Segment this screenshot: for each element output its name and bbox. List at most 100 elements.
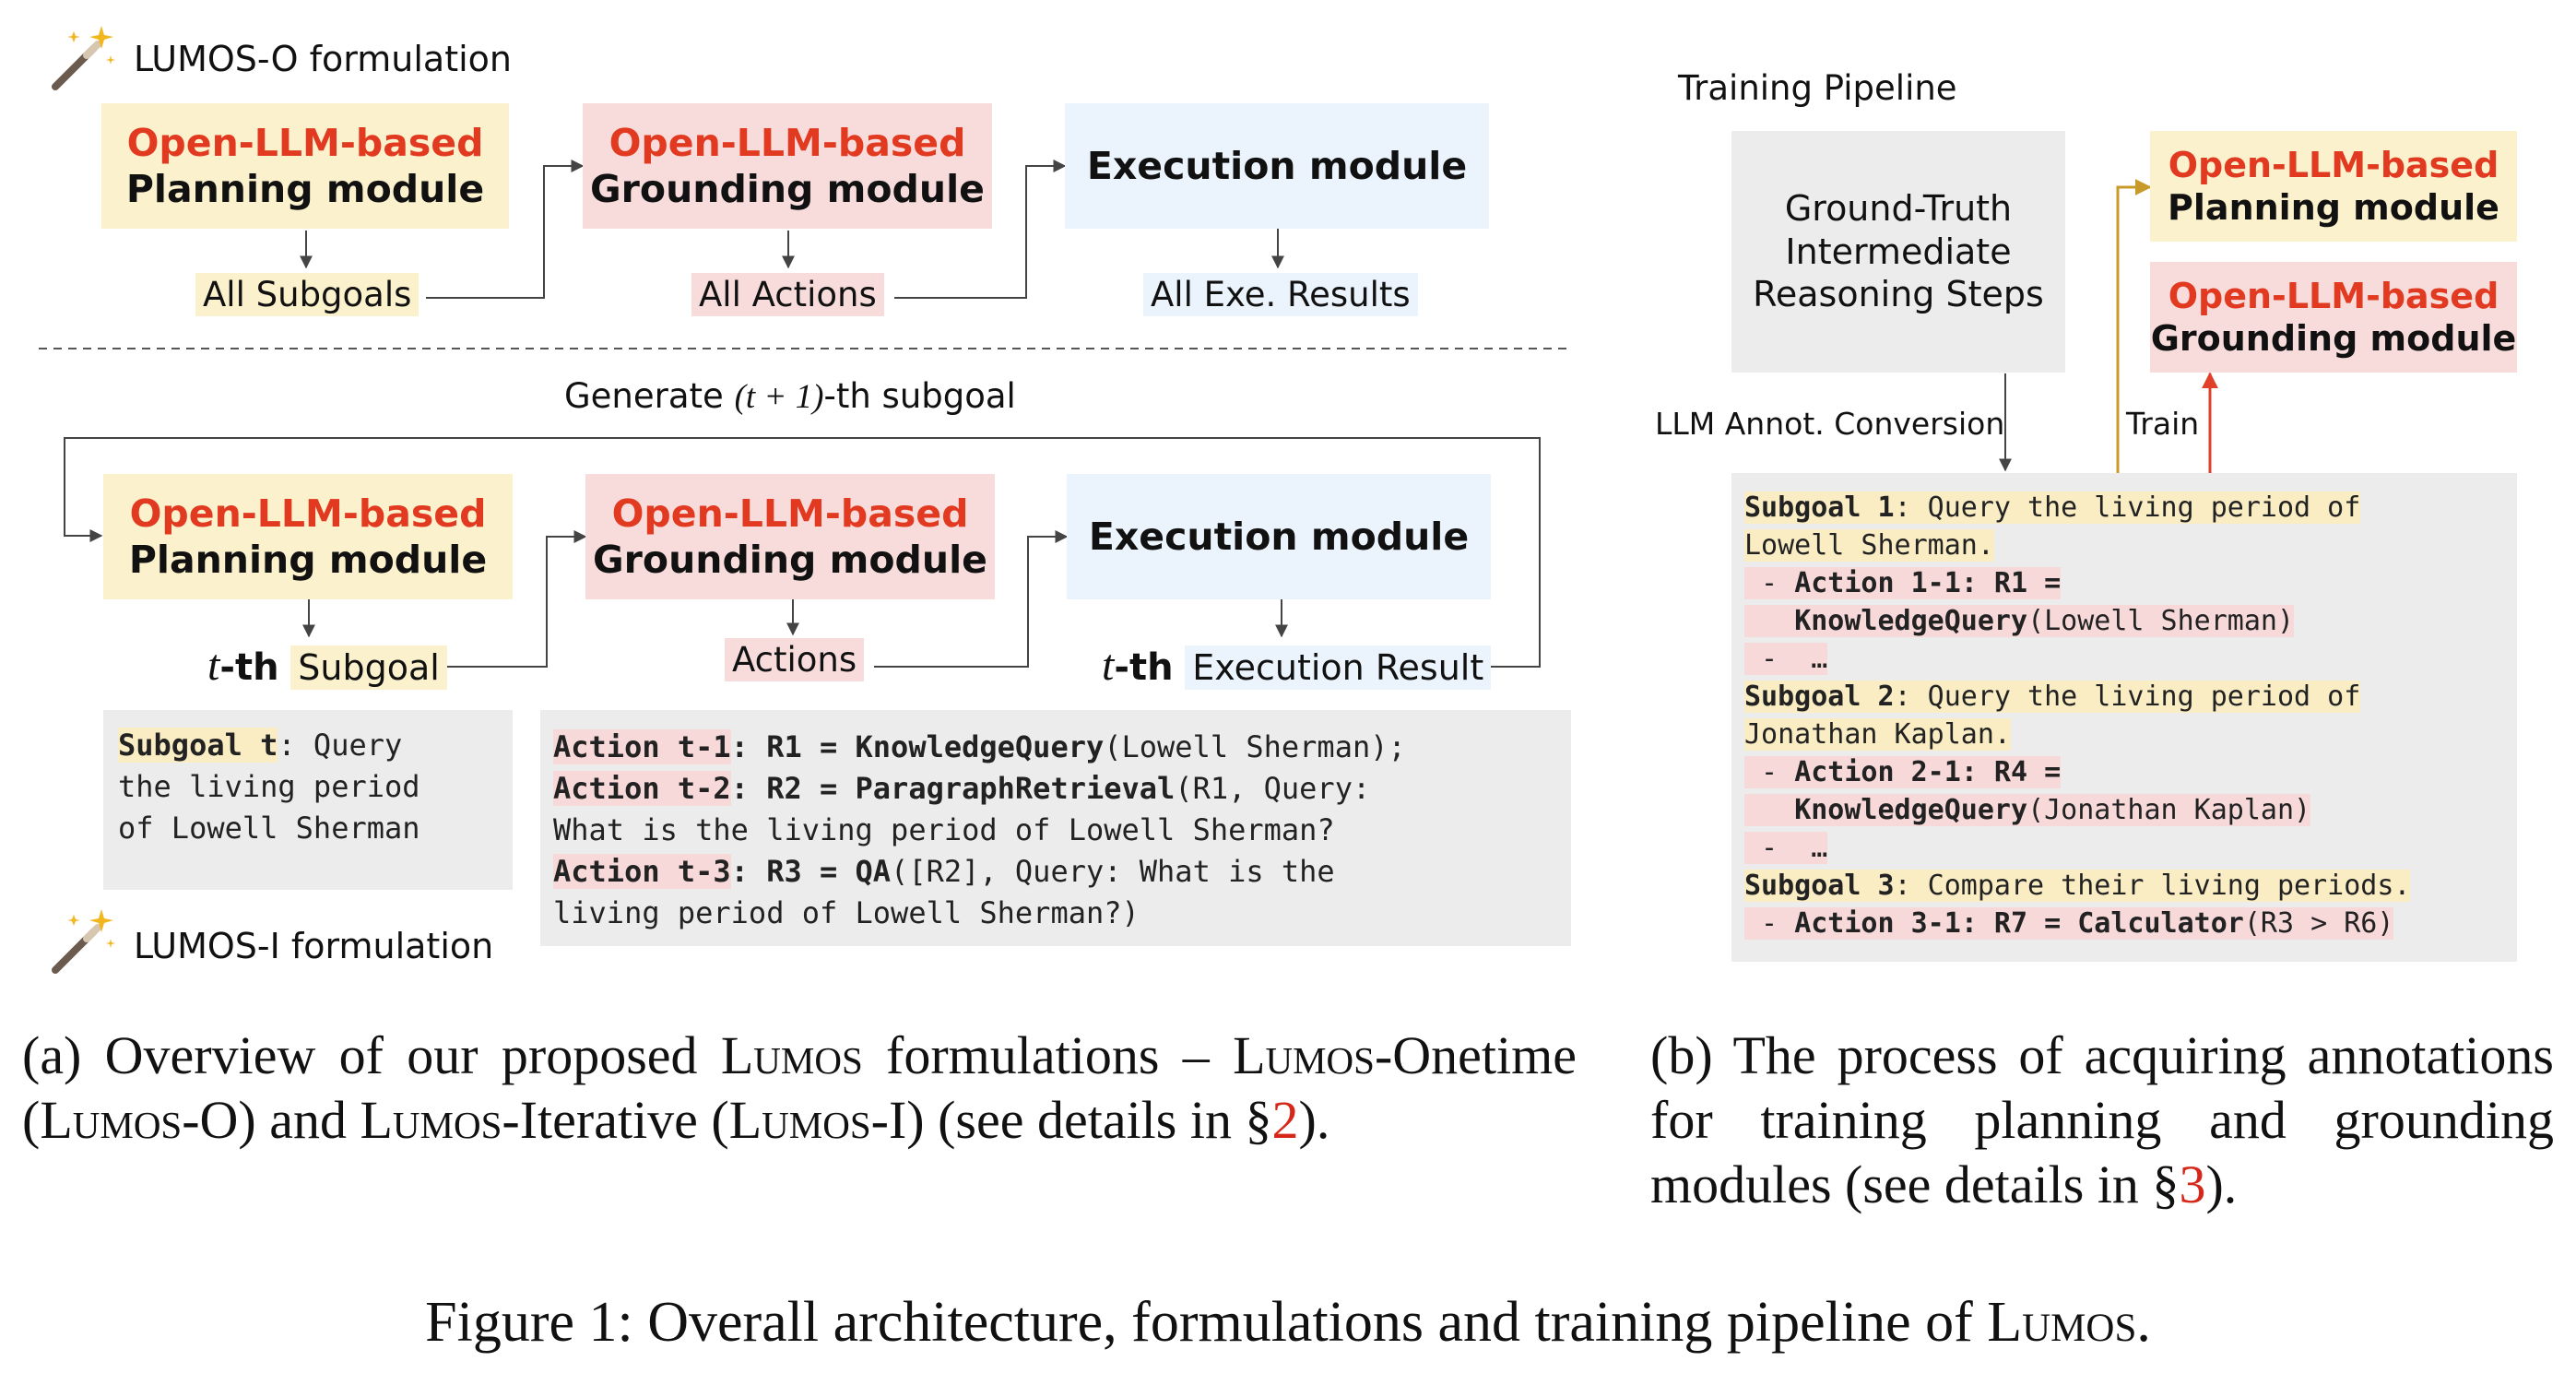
actions-example-text: Action t-1: R1 = KnowledgeQuery(Lowell S… — [553, 727, 1406, 934]
t-th-suffix-2: -th — [1114, 646, 1174, 689]
caption-b-text: (b) The process of acquiring annotations… — [1650, 1025, 2554, 1214]
action-t2-line2: What is the living period of Lowell Sher… — [553, 812, 1335, 847]
generate-math: (t + 1) — [734, 378, 824, 416]
caption-a-mid5: -I) (see details in § — [870, 1090, 1272, 1150]
conversion-label: LLM Annot. Conversion — [1655, 406, 2005, 442]
magic-wand-icon — [46, 20, 120, 94]
action-t3-fn: QA — [855, 854, 892, 889]
lumos-o-title: LUMOS-O formulation — [134, 39, 512, 79]
action-t3-args: ([R2], Query: What is the — [891, 854, 1335, 889]
subgoal-2-text: : Query the living period of — [1894, 681, 2361, 713]
action-2-1-fn: KnowledgeQuery — [1794, 794, 2028, 826]
planning-module-train: Open-LLM-based Planning module — [2150, 131, 2517, 242]
arrow-subgoal-t-to-grounding — [438, 530, 587, 668]
lumos-name: Lumos — [1987, 1291, 2137, 1354]
lumos-name: Lumos — [360, 1090, 502, 1150]
ellipsis-2: … — [1811, 832, 1828, 864]
action-t1-fn: KnowledgeQuery — [855, 729, 1105, 764]
action-2-1-head: Action 2-1 — [1794, 756, 1961, 788]
action-t3-mid: : R3 = — [730, 854, 856, 889]
generate-suffix: -th subgoal — [823, 376, 1016, 416]
execution-result-word: Execution Result — [1185, 645, 1492, 690]
planning-module-train-line1: Open-LLM-based — [2168, 144, 2499, 185]
planning-module-i-line1: Open-LLM-based — [129, 491, 487, 536]
caption-a-mid3: -O) and — [182, 1090, 360, 1150]
caption-a-mid2: -Onetime ( — [22, 1025, 1577, 1150]
lumos-name: Lumos — [40, 1090, 183, 1150]
subgoal-t-rest: : Query — [278, 728, 403, 763]
all-subgoals-label: All Subgoals — [195, 273, 419, 316]
action-t2-fn: ParagraphRetrieval — [855, 771, 1176, 806]
ground-truth-line2: Intermediate — [1785, 231, 2012, 272]
grounding-module-o: Open-LLM-based Grounding module — [583, 103, 992, 229]
section-ref-2[interactable]: 2 — [1271, 1090, 1299, 1150]
all-actions-label: All Actions — [691, 273, 884, 316]
planning-module-i: Open-LLM-based Planning module — [103, 474, 513, 599]
generate-next-subgoal-label: Generate (t + 1)-th subgoal — [564, 376, 1016, 417]
grounding-module-train: Open-LLM-based Grounding module — [2150, 262, 2517, 373]
t-variable: t — [207, 641, 220, 690]
grounding-module-o-line1: Open-LLM-based — [609, 120, 966, 165]
t-th-subgoal-label: t-th Subgoal — [207, 640, 447, 691]
subgoal-1-head: Subgoal 1 — [1744, 491, 1895, 524]
planning-module-i-line2: Planning module — [128, 538, 488, 582]
action-t2-args: (R1, Query: — [1175, 771, 1371, 806]
t-variable-2: t — [1102, 641, 1115, 690]
action-t2-head: Action t-2 — [553, 771, 731, 806]
subgoal-1-line2: Lowell Sherman. — [1744, 529, 1994, 562]
training-pipeline-title: Training Pipeline — [1678, 68, 1957, 108]
planning-module-train-line2: Planning module — [2168, 187, 2499, 228]
figure-caption-end: . — [2136, 1291, 2151, 1354]
grounding-module-o-line2: Grounding module — [590, 167, 985, 211]
grounding-module-train-line2: Grounding module — [2150, 318, 2517, 359]
action-1-1-fn: KnowledgeQuery — [1794, 605, 2028, 637]
execution-module-i: Execution module — [1067, 474, 1491, 599]
action-3-1-head: Action 3-1 — [1794, 907, 1961, 940]
actions-t-label: Actions — [725, 638, 865, 681]
action-t1-args: (Lowell Sherman); — [1104, 729, 1406, 764]
planning-module-o-line2: Planning module — [125, 167, 485, 211]
subgoal-3-head: Subgoal 3 — [1744, 870, 1895, 902]
caption-a-end: ). — [1298, 1090, 1330, 1150]
subgoal-2-head: Subgoal 2 — [1744, 681, 1895, 713]
grounding-module-train-line1: Open-LLM-based — [2168, 275, 2499, 316]
ground-truth-line3: Reasoning Steps — [1753, 274, 2044, 315]
grounding-module-i: Open-LLM-based Grounding module — [585, 474, 995, 599]
caption-b: (b) The process of acquiring annotations… — [1650, 1024, 2554, 1217]
all-results-label: All Exe. Results — [1143, 273, 1418, 316]
action-2-1-args: (Jonathan Kaplan) — [2027, 794, 2311, 826]
grounding-module-i-line1: Open-LLM-based — [611, 491, 969, 536]
subgoal-3-text: : Compare their living periods. — [1894, 870, 2411, 902]
subgoal-example-text: Subgoal t: Query the living period of Lo… — [118, 725, 420, 849]
grounding-module-i-line2: Grounding module — [593, 538, 987, 582]
lumos-name: Lumos — [728, 1090, 871, 1150]
subgoal-word: Subgoal — [290, 645, 447, 690]
action-1-1-args: (Lowell Sherman) — [2027, 605, 2295, 637]
action-t1-mid: : R1 = — [730, 729, 856, 764]
train-arrow-to-planning — [2116, 179, 2152, 473]
action-t3-head: Action t-3 — [553, 854, 731, 889]
train-label: Train — [2126, 406, 2200, 442]
magic-wand-icon — [46, 904, 120, 977]
ellipsis-1: … — [1811, 643, 1828, 675]
caption-b-end: ). — [2205, 1154, 2238, 1214]
annotation-code-text: Subgoal 1 : Query the living period of Lo… — [1744, 491, 2411, 940]
action-t3-line2: living period of Lowell Sherman?) — [553, 895, 1140, 930]
lumos-name: Lumos — [1233, 1025, 1375, 1085]
arrow-actions-t-to-execution — [874, 530, 1069, 668]
caption-a-mid1: formulations – — [862, 1025, 1234, 1085]
section-ref-3[interactable]: 3 — [2179, 1154, 2206, 1214]
subgoal-t-head: Subgoal t — [118, 728, 278, 763]
arrow-subgoals-to-grounding — [426, 160, 585, 299]
t-th-execution-result-label: t-th Execution Result — [1102, 640, 1492, 691]
dash-a11: - — [1744, 567, 1795, 599]
lumos-name: Lumos — [720, 1025, 863, 1085]
subgoal-t-line3: of Lowell Sherman — [118, 811, 420, 846]
planning-module-o-line1: Open-LLM-based — [126, 120, 484, 165]
execution-module-i-label: Execution module — [1088, 514, 1470, 559]
planning-module-o: Open-LLM-based Planning module — [101, 103, 509, 229]
feedback-loop-arrow — [64, 437, 1541, 668]
subgoal-t-line2: the living period — [118, 769, 420, 804]
ground-truth-box: Ground-Truth Intermediate Reasoning Step… — [1731, 131, 2065, 373]
execution-module-o: Execution module — [1065, 103, 1489, 229]
